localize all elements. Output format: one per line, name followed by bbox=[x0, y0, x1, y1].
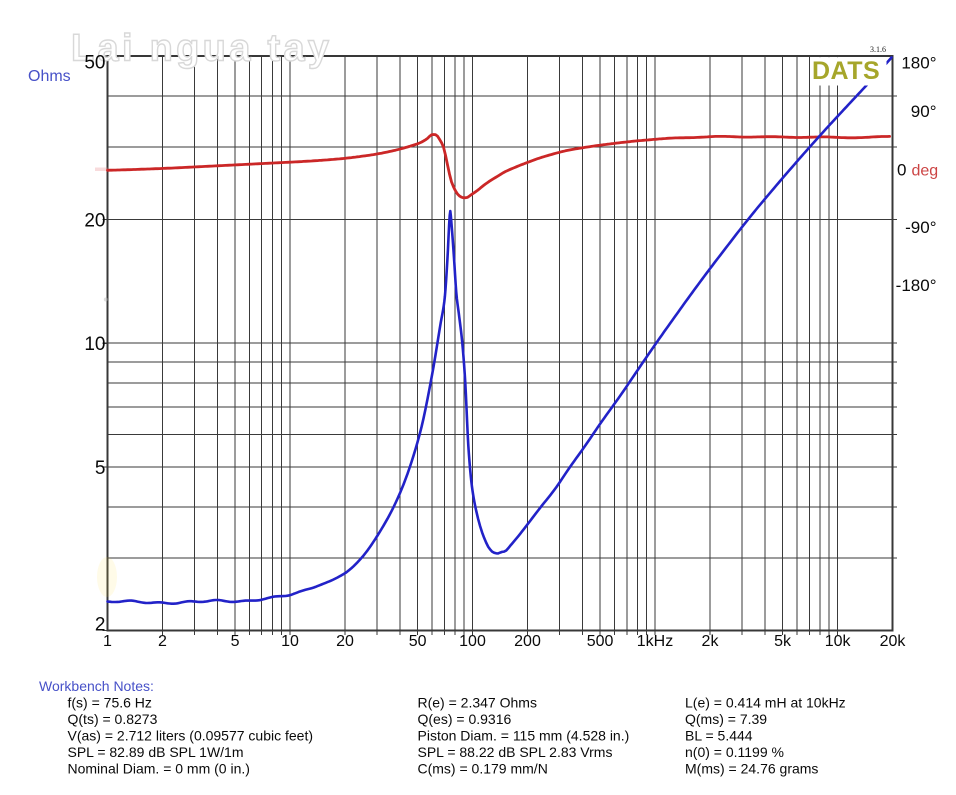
svg-text:SPL = 88.22 dB SPL 2.83 Vrms: SPL = 88.22 dB SPL 2.83 Vrms bbox=[418, 744, 613, 760]
svg-text:10: 10 bbox=[84, 334, 105, 355]
svg-text:Q(ts) = 0.8273: Q(ts) = 0.8273 bbox=[68, 711, 158, 727]
svg-text:SPL = 82.89 dB SPL 1W/1m: SPL = 82.89 dB SPL 1W/1m bbox=[68, 744, 244, 760]
svg-text:V(as) = 2.712 liters (0.09577: V(as) = 2.712 liters (0.09577 cubic feet… bbox=[68, 728, 314, 744]
svg-text:f(s) = 75.6 Hz: f(s) = 75.6 Hz bbox=[68, 695, 152, 711]
svg-text:2: 2 bbox=[158, 633, 167, 650]
svg-text:500: 500 bbox=[587, 633, 614, 650]
svg-text:50: 50 bbox=[84, 52, 105, 73]
svg-text:C(ms) = 0.179 mm/N: C(ms) = 0.179 mm/N bbox=[418, 761, 548, 777]
svg-text:20: 20 bbox=[336, 633, 354, 650]
svg-text:Q(es) = 0.9316: Q(es) = 0.9316 bbox=[418, 711, 512, 727]
svg-text:M(ms) = 24.76 grams: M(ms) = 24.76 grams bbox=[685, 761, 818, 777]
svg-text:-180°: -180° bbox=[896, 276, 937, 295]
svg-text:Q(ms) = 7.39: Q(ms) = 7.39 bbox=[685, 711, 767, 727]
svg-text:n(0) = 0.1199 %: n(0) = 0.1199 % bbox=[685, 744, 784, 760]
svg-text:5k: 5k bbox=[774, 633, 792, 650]
svg-text:-90°: -90° bbox=[905, 218, 936, 237]
svg-text:20k: 20k bbox=[880, 633, 907, 650]
svg-text:DATS: DATS bbox=[812, 57, 880, 85]
svg-text:R(e) = 2.347 Ohms: R(e) = 2.347 Ohms bbox=[418, 695, 537, 711]
svg-text:3.1.6: 3.1.6 bbox=[870, 45, 886, 54]
svg-text:180°: 180° bbox=[901, 54, 936, 73]
svg-text:Lai ngua tay: Lai ngua tay bbox=[71, 28, 332, 70]
svg-text:Nominal Diam. = 0 mm (0 in.): Nominal Diam. = 0 mm (0 in.) bbox=[68, 761, 250, 777]
svg-text:20: 20 bbox=[84, 210, 105, 231]
svg-text:2: 2 bbox=[95, 614, 106, 635]
svg-text:50: 50 bbox=[409, 633, 427, 650]
svg-text:10k: 10k bbox=[825, 633, 852, 650]
svg-text:Workbench Notes:: Workbench Notes: bbox=[39, 678, 154, 694]
svg-text:0: 0 bbox=[897, 160, 906, 179]
svg-text:200: 200 bbox=[514, 633, 541, 650]
svg-text:Ohms: Ohms bbox=[28, 68, 71, 85]
svg-text:1kHz: 1kHz bbox=[637, 633, 673, 650]
svg-text:Piston Diam. = 115 mm (4.528 i: Piston Diam. = 115 mm (4.528 in.) bbox=[418, 728, 630, 744]
svg-text:2k: 2k bbox=[702, 633, 720, 650]
svg-text:deg: deg bbox=[912, 162, 939, 179]
svg-text:10: 10 bbox=[281, 633, 299, 650]
svg-text:1: 1 bbox=[103, 633, 112, 650]
svg-text:5: 5 bbox=[95, 458, 106, 479]
svg-text:L(e) = 0.414 mH at 10kHz: L(e) = 0.414 mH at 10kHz bbox=[685, 695, 846, 711]
svg-text:90°: 90° bbox=[911, 102, 937, 121]
svg-text:5: 5 bbox=[231, 633, 240, 650]
svg-text:BL = 5.444: BL = 5.444 bbox=[685, 728, 753, 744]
svg-text:100: 100 bbox=[459, 633, 486, 650]
